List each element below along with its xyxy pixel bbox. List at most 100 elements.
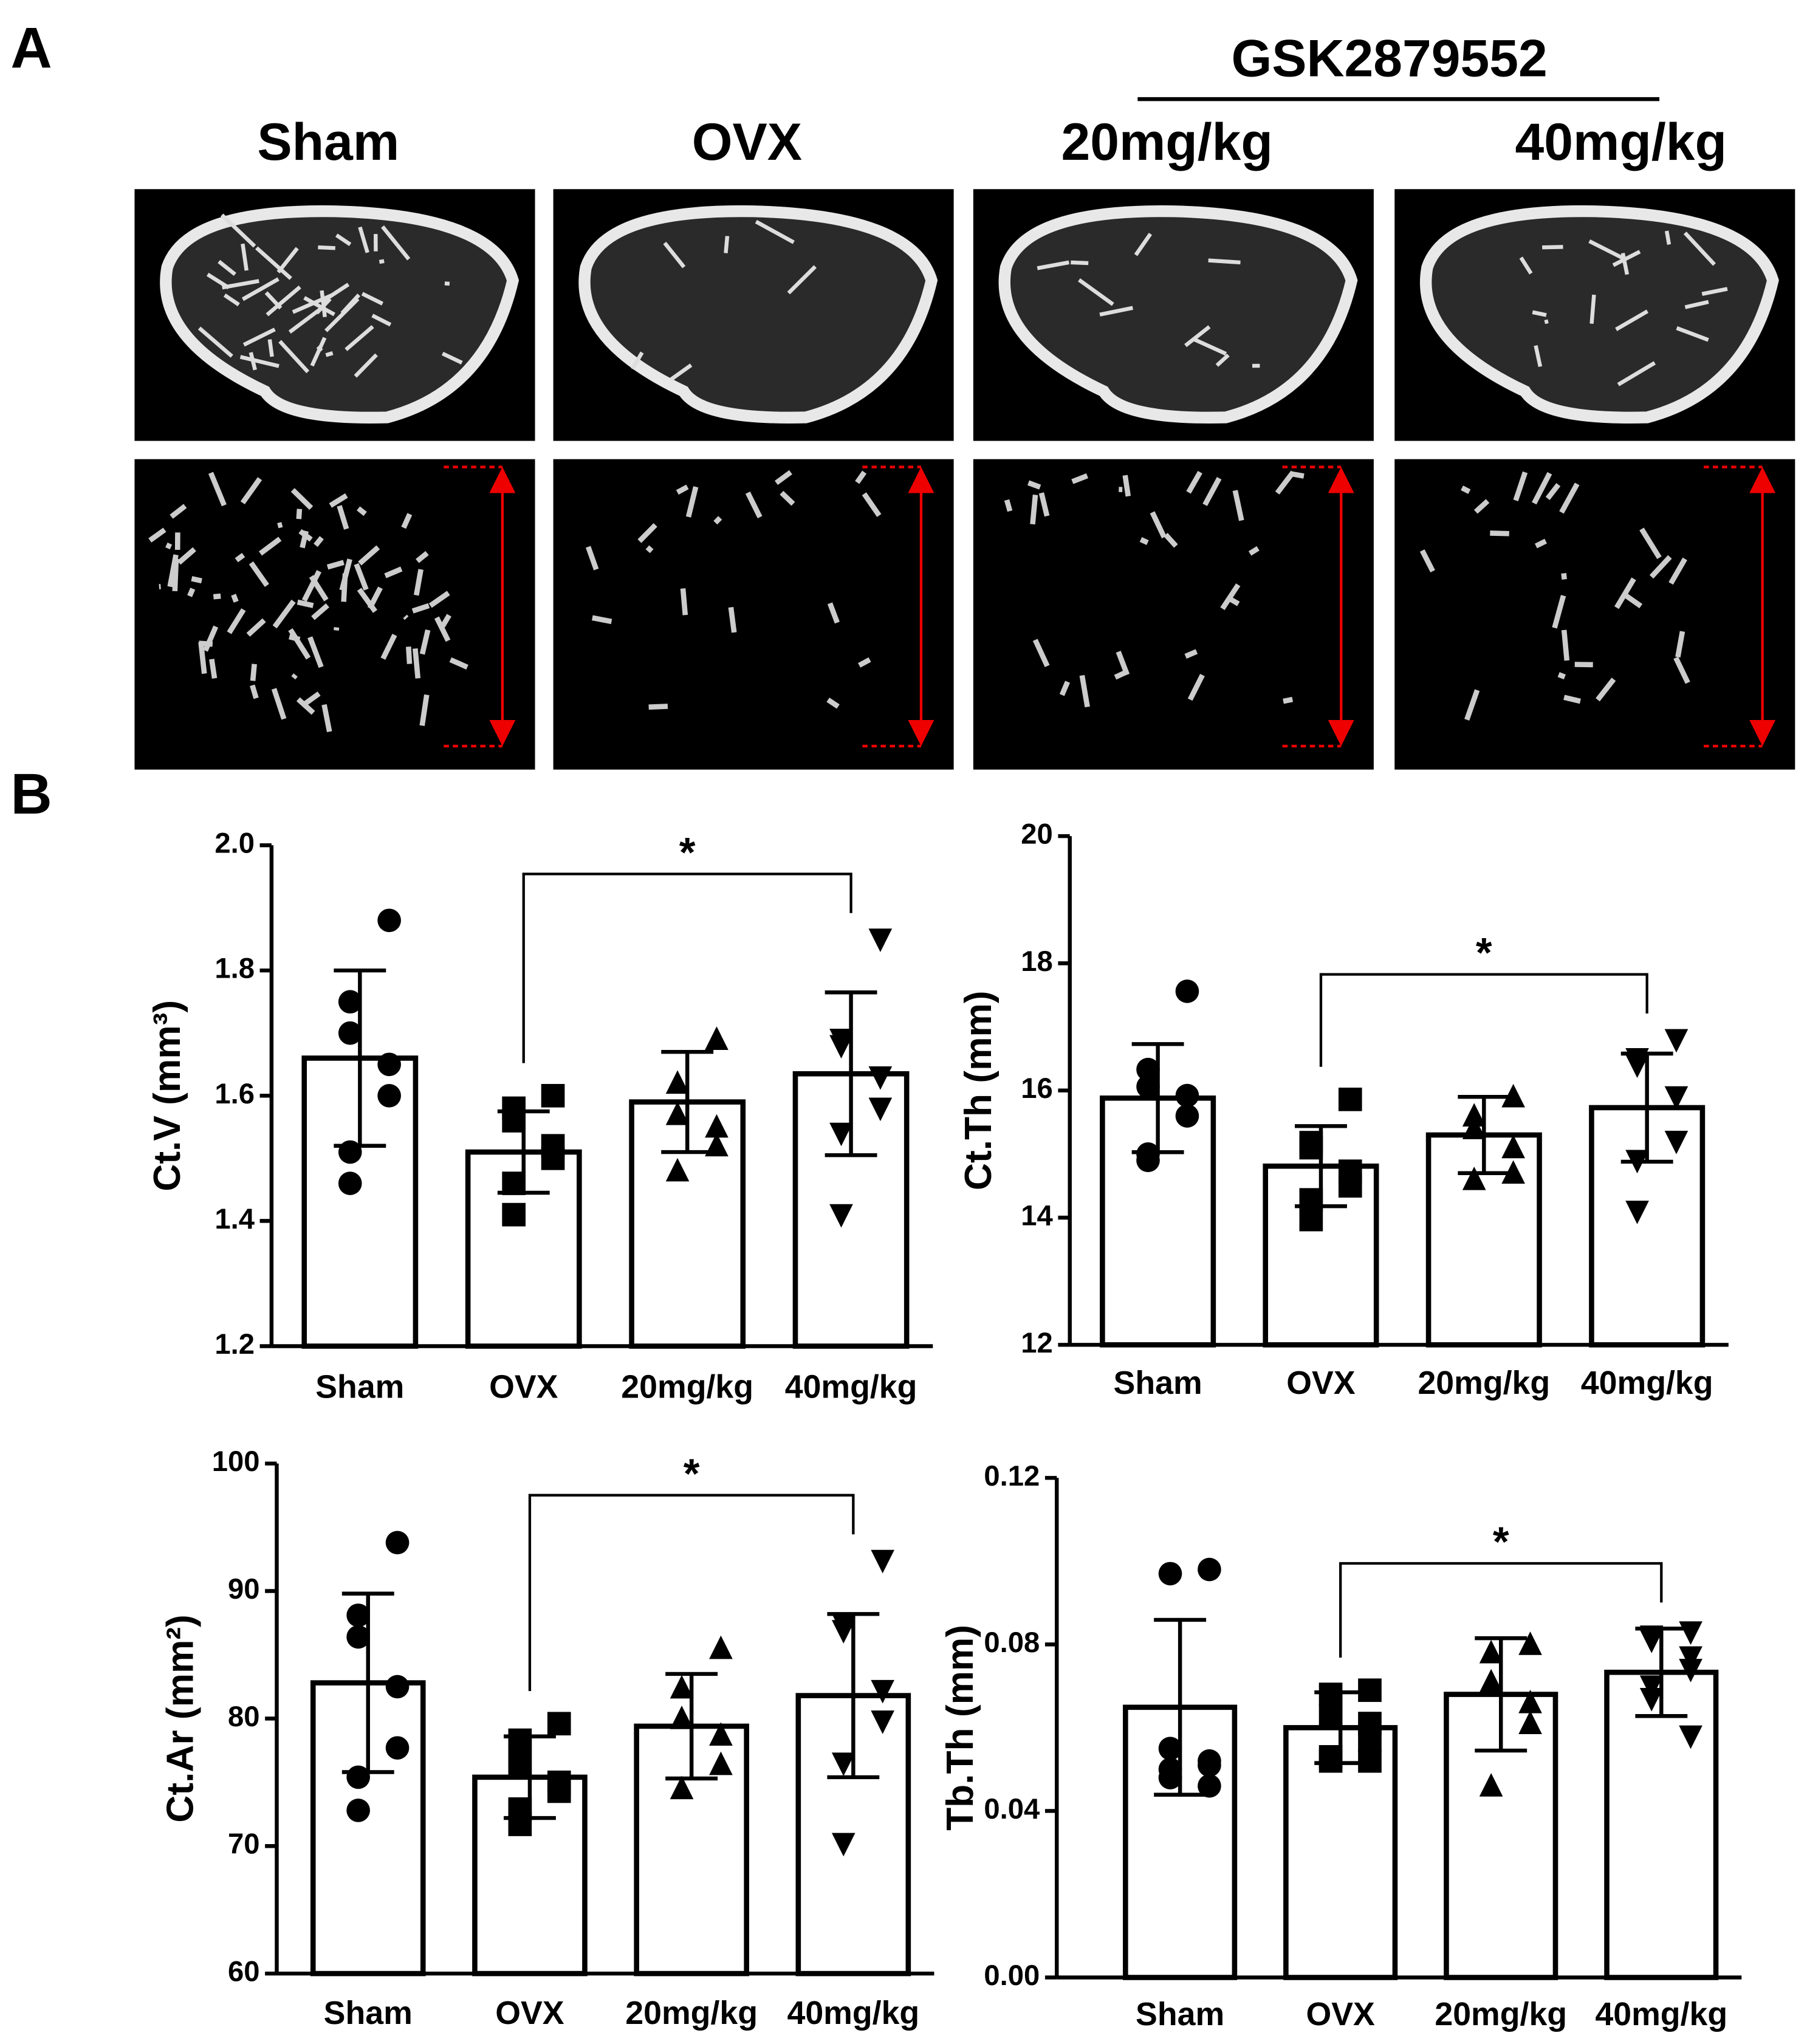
data-point: [1158, 1737, 1182, 1760]
trabecula: [787, 265, 817, 295]
data-point: [1136, 1148, 1160, 1173]
trabecula: [167, 554, 179, 588]
trabecula: [264, 291, 283, 310]
y-tick-label: 18: [1021, 945, 1053, 978]
trabecula: [1202, 477, 1222, 506]
data-point: [1501, 1160, 1525, 1184]
data-point: [831, 1620, 855, 1644]
data-point: [1479, 1639, 1503, 1664]
trabecula: [1639, 527, 1662, 560]
ct-image: [1394, 459, 1795, 770]
data-point: [1299, 1188, 1323, 1212]
trabecula: [755, 219, 795, 244]
trabecula: [307, 636, 324, 668]
data-point: [705, 1133, 729, 1157]
data-point: [1318, 1682, 1343, 1706]
trabecula: [1004, 499, 1013, 512]
trabecula: [1534, 345, 1543, 368]
arrow-head: [1749, 467, 1776, 493]
trabecula: [341, 573, 348, 602]
trabecula: [1079, 674, 1090, 708]
trabecula: [367, 586, 383, 609]
y-tick-label: 70: [228, 1828, 260, 1861]
group-heading: Sham: [257, 113, 399, 171]
error-bar: [1458, 1094, 1510, 1175]
y-tick-label: 16: [1021, 1072, 1053, 1105]
trabecula: [1032, 639, 1050, 667]
data-point: [709, 1751, 733, 1775]
data-point: [1518, 1710, 1542, 1734]
data-point: [709, 1722, 733, 1746]
trabecula: [358, 226, 369, 253]
trabecula: [1139, 537, 1149, 546]
trabecula: [1275, 470, 1295, 495]
data-point: [831, 1833, 855, 1857]
trabecula: [320, 290, 327, 318]
trabecula: [334, 627, 340, 631]
trabecula: [1615, 309, 1649, 331]
data-point: [1358, 1678, 1382, 1703]
trabecula: [1623, 592, 1643, 609]
trabecula: [1461, 485, 1471, 494]
trabecula: [1134, 233, 1153, 256]
data-point: [1462, 1103, 1486, 1127]
data-point: [871, 1549, 894, 1574]
data-point: [1625, 1201, 1649, 1224]
trabecula: [314, 536, 324, 547]
error-bar: [661, 1049, 714, 1154]
trabecula: [440, 614, 451, 628]
trabecula: [239, 355, 279, 368]
y-tick-label: 0.12: [984, 1460, 1040, 1492]
trabecula: [241, 243, 249, 271]
trabecula: [301, 691, 321, 707]
significance-bracket: [528, 1494, 855, 1692]
trabecula: [303, 296, 335, 317]
bar-chart: 60 70 80 90 100 Ct.Ar (mm²) Sham OVX 20mg/kg 40mg…: [159, 1446, 934, 2031]
data-point: [377, 1083, 401, 1108]
trabecula: [191, 576, 202, 584]
trabecula: [1614, 577, 1636, 609]
data-point: [1158, 1562, 1182, 1586]
x-tick-label: 40mg/kg: [1581, 1365, 1713, 1401]
arrow-head: [1749, 720, 1776, 746]
trabecula: [1668, 557, 1687, 585]
data-point: [1625, 1054, 1649, 1079]
trabecula: [1038, 492, 1050, 517]
significance-bracket: [522, 873, 852, 1063]
trabecula: [419, 629, 431, 655]
data-point: [665, 1101, 690, 1125]
trabecula: [357, 506, 367, 516]
y-tick-label: 0.04: [984, 1793, 1040, 1825]
arrow-head: [489, 720, 516, 746]
trabecula: [1071, 473, 1089, 484]
trabecula: [1544, 319, 1549, 324]
data-point: [868, 928, 893, 952]
trabecula: [297, 599, 314, 608]
trabecula: [197, 326, 233, 358]
trabecula: [354, 563, 369, 591]
bar-chart: 1.2 1.4 1.6 1.8 2.0 Ct.V (mm³) Sham OVX 20mg/kg 4…: [146, 828, 933, 1405]
x-tick-label: OVX: [1286, 1365, 1356, 1401]
y-axis-label: Tb.Th (mm): [939, 1625, 981, 1831]
trabecula: [858, 657, 871, 668]
data-point: [829, 1204, 853, 1228]
data-point: [346, 1765, 370, 1789]
data-point: [541, 1147, 565, 1170]
trabecula: [250, 684, 259, 699]
trabecula: [249, 561, 269, 587]
trabecula: [724, 236, 730, 253]
data-point: [1664, 1086, 1689, 1110]
trabecula: [1532, 472, 1552, 505]
data-point: [1679, 1621, 1702, 1645]
trabecula: [826, 698, 840, 709]
trabecula: [827, 602, 840, 624]
trabecula: [1545, 482, 1561, 501]
data-point: [502, 1171, 526, 1195]
x-tick-label: 20mg/kg: [621, 1368, 753, 1405]
significance-label: *: [684, 1450, 700, 1497]
ct-image: [134, 459, 535, 770]
trabecula: [325, 351, 334, 357]
trabecula: [1229, 597, 1240, 606]
x-tick-label: Sham: [1114, 1365, 1202, 1401]
data-point: [1299, 1207, 1323, 1232]
